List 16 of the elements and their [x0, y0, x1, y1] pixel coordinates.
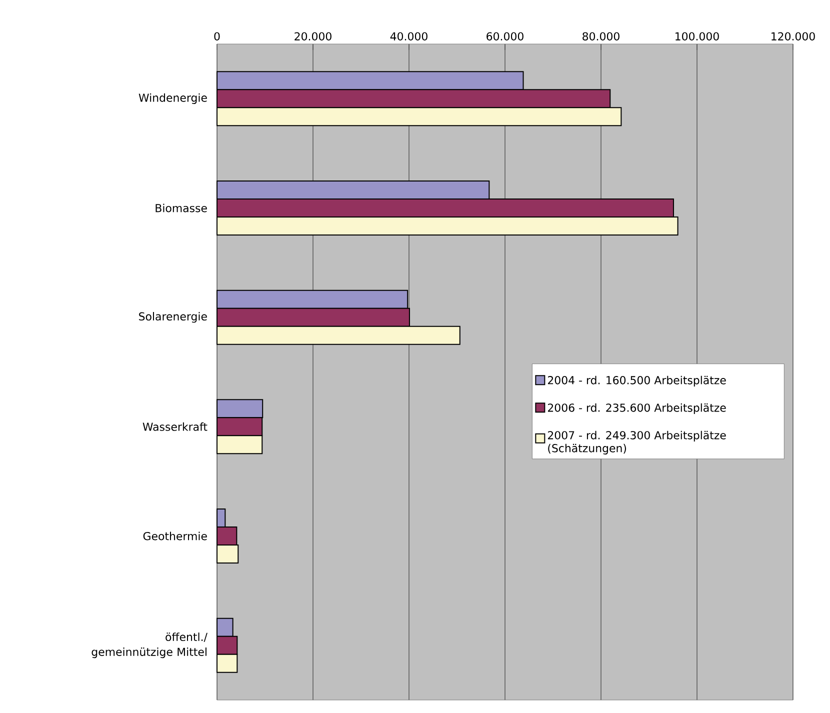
- x-tick-label: 80.000: [582, 32, 620, 40]
- y-tick-label: Geothermie: [143, 532, 207, 540]
- x-tick-label: 60.000: [486, 32, 524, 40]
- legend-label: 2006 - rd. 235.600 Arbeitsplätze: [548, 403, 726, 414]
- y-tick-label: Biomasse: [156, 204, 207, 212]
- x-tick-label: 40.000: [390, 32, 428, 40]
- legend-label: 2004 - rd. 160.500 Arbeitsplätze: [548, 376, 726, 386]
- y-tick-label: öffentl./ gemeinnützige Mittel: [92, 632, 208, 658]
- y-tick-label: Windenergie: [138, 93, 207, 104]
- x-tick-label: 0: [214, 32, 220, 40]
- y-tick-label: Solarenergie: [139, 312, 207, 323]
- x-tick-label: 20.000: [294, 32, 332, 40]
- x-tick-label: 120.000: [772, 32, 815, 40]
- y-tick-label: Wasserkraft: [142, 422, 208, 431]
- legend-label: 2007 - rd. 249.300 Arbeitsplätze (Schätzungen): [548, 430, 726, 454]
- x-tick-label: 100.000: [676, 32, 719, 40]
